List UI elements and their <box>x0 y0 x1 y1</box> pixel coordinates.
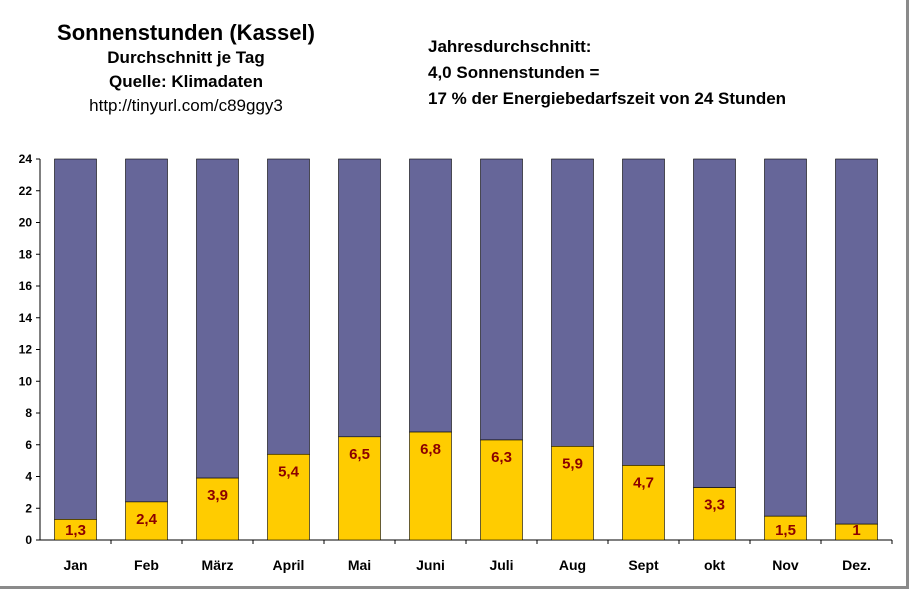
x-tick-label: Dez. <box>842 557 871 573</box>
bar-sunshine-hours <box>764 515 807 541</box>
y-tick-label: 6 <box>25 438 32 452</box>
bar-sunshine-hours <box>409 431 452 541</box>
bar-sunshine-hours <box>338 436 381 541</box>
bar-sunshine-hours <box>835 523 878 541</box>
info-line-3: 17 % der Energiebedarfszeit von 24 Stund… <box>428 89 787 108</box>
data-label: 5,4 <box>278 463 300 480</box>
x-tick-label: Aug <box>559 557 586 573</box>
bar-sunshine-hours <box>480 439 523 541</box>
bar-remaining-hours <box>196 158 239 479</box>
source-label: Quelle: Klimadaten <box>109 72 263 91</box>
y-tick-label: 8 <box>25 406 32 420</box>
data-label: 3,9 <box>207 487 228 504</box>
bar-sunshine-hours <box>267 453 310 541</box>
data-label: 5,9 <box>562 455 583 472</box>
bar-remaining-hours <box>551 158 594 447</box>
bar-sunshine-hours <box>125 501 168 541</box>
info-block: Jahresdurchschnitt: 4,0 Sonnenstunden = … <box>428 34 786 112</box>
bar-remaining-hours <box>338 158 381 438</box>
y-tick-label: 22 <box>19 184 33 198</box>
y-tick-label: 10 <box>19 374 33 388</box>
data-label: 6,5 <box>349 446 370 463</box>
data-label: 1,5 <box>775 522 796 539</box>
title-block: Sonnenstunden (Kassel) Durchschnitt je T… <box>30 20 342 118</box>
y-tick-label: 12 <box>19 343 33 357</box>
y-tick-label: 20 <box>19 216 33 230</box>
bar-remaining-hours <box>54 158 97 520</box>
info-line-1: Jahresdurchschnitt: <box>428 37 592 56</box>
bar-remaining-hours <box>480 158 523 441</box>
bar-sunshine-hours <box>551 446 594 541</box>
chart-subtitle: Durchschnitt je Tag <box>107 48 265 67</box>
y-tick-label: 4 <box>25 470 32 484</box>
y-tick-label: 14 <box>19 311 33 325</box>
bar-remaining-hours <box>693 158 736 488</box>
data-label: 1,3 <box>65 522 86 539</box>
y-tick-label: 16 <box>19 279 33 293</box>
y-tick-label: 2 <box>25 501 32 515</box>
chart-title: Sonnenstunden (Kassel) <box>57 20 315 45</box>
x-tick-label: April <box>273 557 305 573</box>
data-label: 1 <box>852 522 860 539</box>
x-tick-label: Juni <box>416 557 445 573</box>
y-tick-label: 18 <box>19 247 33 261</box>
x-tick-label: Juli <box>489 557 513 573</box>
bar-remaining-hours <box>835 158 878 525</box>
x-tick-label: Mai <box>348 557 371 573</box>
data-label: 6,8 <box>420 441 441 458</box>
bar-sunshine-hours <box>54 519 97 541</box>
x-tick-label: Feb <box>134 557 159 573</box>
bar-remaining-hours <box>764 158 807 517</box>
bar-sunshine-hours <box>196 477 239 541</box>
info-line-2: 4,0 Sonnenstunden = <box>428 63 600 82</box>
bar-remaining-hours <box>267 158 310 455</box>
y-tick-label: 24 <box>19 152 33 166</box>
data-label: 2,4 <box>136 511 158 528</box>
x-tick-label: Nov <box>772 557 799 573</box>
x-tick-label: Sept <box>628 557 659 573</box>
x-tick-label: März <box>202 557 234 573</box>
data-label: 6,3 <box>491 449 512 466</box>
bar-remaining-hours <box>622 158 665 466</box>
bar-remaining-hours <box>125 158 168 503</box>
x-tick-label: Jan <box>63 557 87 573</box>
bar-sunshine-hours <box>622 465 665 541</box>
source-url: http://tinyurl.com/c89ggy3 <box>89 96 283 115</box>
data-label: 3,3 <box>704 497 725 514</box>
x-tick-label: okt <box>704 557 725 573</box>
bar-sunshine-hours <box>693 487 736 541</box>
bar-remaining-hours <box>409 158 452 433</box>
data-label: 4,7 <box>633 474 654 491</box>
y-tick-label: 0 <box>25 533 32 547</box>
